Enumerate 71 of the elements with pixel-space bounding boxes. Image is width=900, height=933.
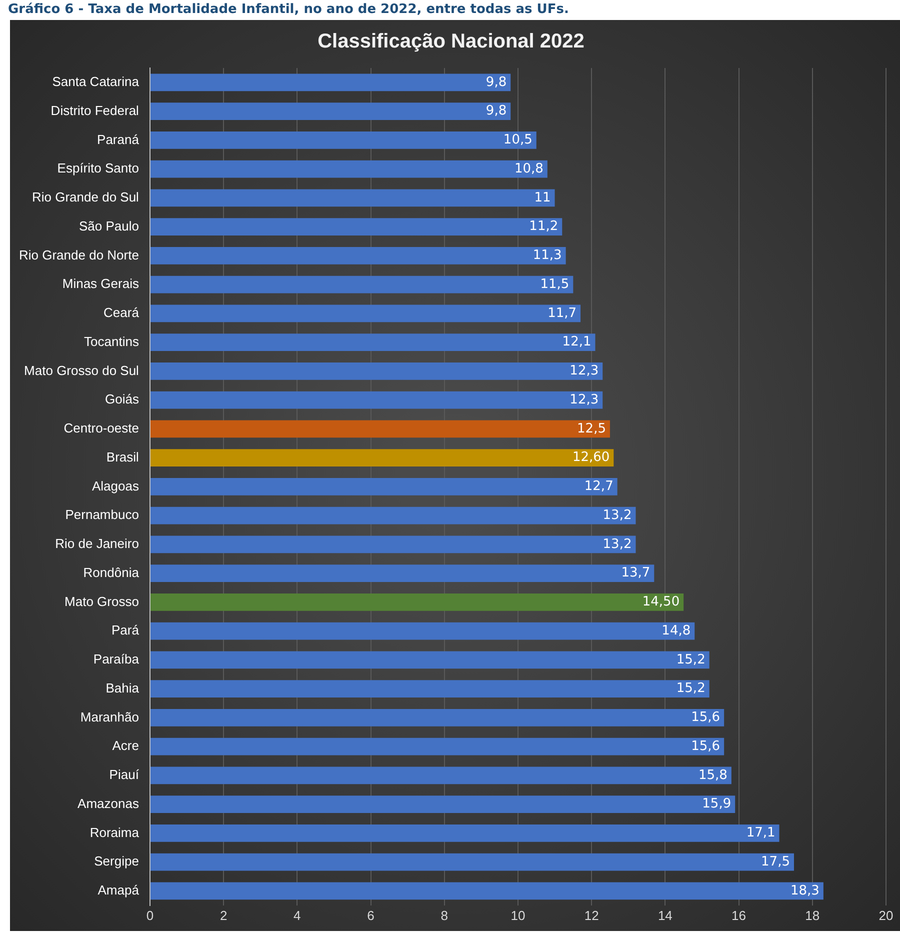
y-tick-label: Piauí <box>109 767 140 782</box>
y-tick-label: Distrito Federal <box>50 102 140 118</box>
y-tick-label: Tocantins <box>84 334 140 349</box>
y-tick-label: Mato Grosso do Sul <box>24 362 140 378</box>
y-tick-label: Pernambuco <box>65 507 139 522</box>
x-tick-label: 12 <box>584 908 599 923</box>
y-tick-label: Santa Catarina <box>52 74 140 90</box>
y-tick-label: Ceará <box>104 305 140 320</box>
x-tick-label: 4 <box>294 908 301 923</box>
data-label: 10,5 <box>503 132 532 148</box>
y-tick-label: Roraima <box>90 824 140 840</box>
y-tick-label: Espírito Santo <box>57 160 139 176</box>
data-label: 10,8 <box>514 161 544 176</box>
text: Gráfico 6 - Taxa de Mortalidade Infantil, no ano de 2022, entre todas as UFs. <box>7 1 570 19</box>
data-label: 15,9 <box>702 796 732 812</box>
x-tick-label: 18 <box>805 908 820 923</box>
x-tick-label: 16 <box>732 908 746 923</box>
x-tick-label: 6 <box>367 908 374 923</box>
data-label: 17,1 <box>746 826 776 841</box>
data-label: 12,60 <box>572 450 610 466</box>
data-label: 17,5 <box>761 854 790 870</box>
data-label: 15,8 <box>698 768 728 783</box>
y-tick-label: São Paulo <box>78 218 139 234</box>
y-tick-label: Rio Grande do Norte <box>19 247 139 262</box>
y-tick-label: Minas Gerais <box>62 276 140 292</box>
y-tick-label: Amazonas <box>78 796 140 811</box>
y-tick-label: Sergipe <box>94 854 139 869</box>
y-tick-label: Brasil <box>106 449 140 464</box>
y-tick-label: Rondônia <box>83 564 140 580</box>
data-label: 11,5 <box>540 276 570 292</box>
y-tick-label: Centro-oeste <box>64 420 139 436</box>
y-tick-label: Goiás <box>104 392 140 407</box>
data-label: 12,3 <box>570 392 599 408</box>
y-tick-label: Acre <box>112 738 139 754</box>
data-label: 13,7 <box>621 566 650 581</box>
data-label: 13,2 <box>602 508 632 523</box>
x-tick-label: 14 <box>658 908 672 923</box>
y-tick-label: Paraná <box>97 132 140 147</box>
data-label: 15,6 <box>691 710 720 726</box>
data-label: 12,7 <box>584 479 614 494</box>
data-label: 9,8 <box>486 74 507 90</box>
data-label: 9,8 <box>486 104 507 119</box>
y-tick-label: Bahia <box>106 680 140 696</box>
x-tick-label: 20 <box>878 908 894 923</box>
data-label: 18,3 <box>790 883 820 898</box>
data-label: 11 <box>534 190 551 206</box>
y-tick-label: Mato Grosso <box>64 594 139 609</box>
data-label: 11,2 <box>529 219 558 234</box>
y-tick-label: Maranhão <box>80 709 139 724</box>
data-label: 13,2 <box>602 536 632 552</box>
x-tick-label: 0 <box>146 908 154 923</box>
data-label: 14,50 <box>642 594 680 610</box>
data-label: 12,3 <box>570 364 599 379</box>
data-label: 11,7 <box>548 306 577 321</box>
data-label: 15,2 <box>676 652 706 668</box>
x-tick-label: 8 <box>440 908 448 923</box>
x-tick-label: 2 <box>220 908 228 923</box>
data-label: 11,3 <box>532 248 562 264</box>
y-tick-label: Rio de Janeiro <box>55 536 139 552</box>
y-tick-label: Amapá <box>98 882 140 898</box>
x-tick-label: 10 <box>510 908 526 923</box>
data-label: 15,2 <box>676 681 706 696</box>
y-tick-label: Pará <box>111 622 140 638</box>
y-tick-label: Paraíba <box>93 652 140 667</box>
y-tick-label: Rio Grande do Sul <box>32 190 140 205</box>
data-label: 12,5 <box>577 421 606 436</box>
y-tick-label: Alagoas <box>92 478 140 494</box>
data-label: 12,1 <box>562 334 592 350</box>
data-label: 14,8 <box>662 623 691 638</box>
data-label: 15,6 <box>691 738 720 754</box>
chart-title: Classificação Nacional 2022 <box>318 30 584 53</box>
